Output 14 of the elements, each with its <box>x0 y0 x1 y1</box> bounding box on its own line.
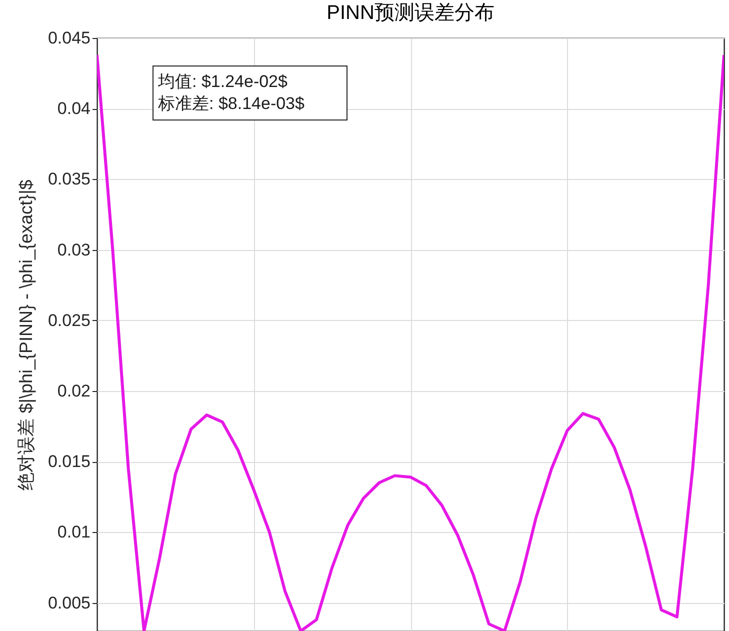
annotation: 标准差: $8.14e-03$ <box>157 94 306 113</box>
y-tick-label: 0.025 <box>48 310 90 330</box>
line-series <box>97 53 724 631</box>
y-tick-label: 0.02 <box>57 381 90 400</box>
annotation: 均值: $1.24e-02$ <box>157 72 288 91</box>
y-tick-label: 0.015 <box>48 452 90 472</box>
y-tick-label: 0.04 <box>57 99 90 118</box>
y-tick-label: 0.005 <box>48 593 90 612</box>
y-axis-title: 绝对误差 $|\phi_{PINN} - \phi_{exact}|$ <box>16 180 36 490</box>
chart-title: PINN预测误差分布 <box>326 2 494 24</box>
y-tick-label: 0.03 <box>57 240 90 260</box>
y-tick-label: 0.035 <box>48 170 90 189</box>
y-tick-label: 0.01 <box>57 522 90 542</box>
y-tick-label: 0.045 <box>48 28 90 48</box>
